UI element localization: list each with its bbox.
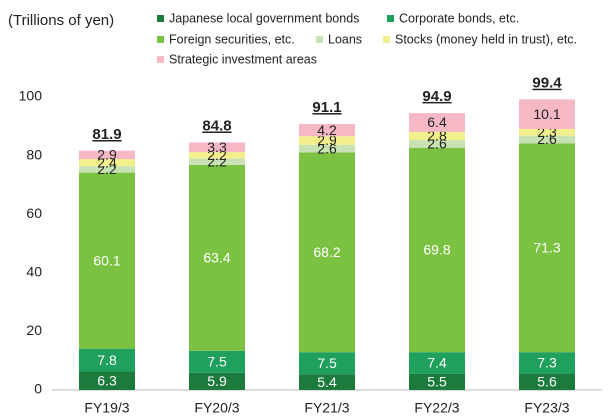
total-label: 99.4 — [532, 75, 562, 92]
legend-swatch — [157, 15, 164, 22]
bar-segment — [409, 140, 465, 148]
y-tick-label: 0 — [34, 381, 42, 397]
bar-segment — [79, 348, 135, 372]
x-tick-label: FY23/3 — [524, 400, 569, 416]
data-label: 7.5 — [317, 355, 337, 371]
bar-segment — [189, 164, 245, 351]
bar-segment — [79, 150, 135, 160]
bar-segment — [299, 352, 355, 375]
bar-segment — [299, 136, 355, 145]
data-label: 63.4 — [203, 250, 230, 266]
bar-segment — [519, 373, 575, 390]
data-label: 7.8 — [97, 352, 117, 368]
data-label: 10.1 — [533, 106, 560, 122]
total-label: 91.1 — [312, 99, 341, 116]
data-label: 6.4 — [427, 114, 447, 130]
legend-label: Foreign securities, etc. — [169, 32, 295, 46]
data-label: 4.2 — [317, 122, 337, 138]
bar-segment — [79, 159, 135, 167]
y-tick-label: 40 — [26, 264, 42, 280]
data-label: 7.4 — [427, 355, 447, 371]
bar-segment — [79, 371, 135, 390]
data-label: 7.3 — [537, 355, 557, 371]
total-label: 94.9 — [422, 88, 451, 105]
data-label: 6.3 — [97, 372, 117, 388]
bar-segment — [299, 374, 355, 390]
y-tick-label: 20 — [26, 322, 42, 338]
bar-segment — [189, 142, 245, 153]
bar-segment — [299, 152, 355, 353]
bar-segment — [519, 143, 575, 353]
x-tick-label: FY21/3 — [304, 400, 349, 416]
bar-segment — [299, 123, 355, 137]
bar-segment — [519, 99, 575, 129]
data-label: 5.6 — [537, 373, 557, 389]
bar-segment — [189, 372, 245, 390]
bar-segment — [189, 158, 245, 165]
total-label: 81.9 — [92, 126, 121, 143]
x-tick-label: FY22/3 — [414, 400, 459, 416]
data-label: 5.4 — [317, 374, 337, 390]
bar-segment — [409, 352, 465, 374]
bar-segment — [79, 172, 135, 349]
y-tick-label: 60 — [26, 205, 42, 221]
data-label: 7.5 — [207, 353, 227, 369]
bar-segment — [409, 373, 465, 390]
bar-segment — [409, 147, 465, 353]
legend-swatch — [157, 56, 164, 63]
legend-label: Corporate bonds, etc. — [399, 11, 519, 25]
bar-segment — [189, 350, 245, 373]
data-label: 60.1 — [93, 252, 120, 268]
legend-swatch — [387, 15, 394, 22]
y-axis-label: (Trillions of yen) — [8, 12, 114, 29]
legend-label: Strategic investment areas — [169, 52, 317, 66]
bar-segment — [299, 144, 355, 153]
legend-label: Japanese local government bonds — [169, 11, 359, 25]
bar-segment — [189, 152, 245, 159]
legend-swatch — [383, 36, 390, 43]
total-label: 84.8 — [202, 118, 231, 135]
y-tick-label: 80 — [26, 146, 42, 162]
legend-label: Stocks (money held in trust), etc. — [395, 32, 577, 46]
legend-swatch — [157, 36, 164, 43]
data-label: 71.3 — [533, 239, 560, 255]
data-label: 5.9 — [207, 373, 227, 389]
bar-segment — [519, 128, 575, 136]
bar-segment — [519, 352, 575, 374]
x-tick-label: FY19/3 — [84, 400, 129, 416]
legend-swatch — [316, 36, 323, 43]
legend-label: Loans — [328, 32, 362, 46]
bar-segment — [79, 166, 135, 173]
data-label: 3.3 — [207, 139, 227, 155]
x-tick-label: FY20/3 — [194, 400, 239, 416]
bar-segment — [409, 113, 465, 132]
y-tick-label: 100 — [19, 88, 43, 104]
data-label: 2.9 — [97, 147, 117, 163]
bar-segment — [409, 131, 465, 141]
bar-segment — [519, 135, 575, 144]
data-label: 5.5 — [427, 374, 447, 390]
data-label: 68.2 — [313, 244, 340, 260]
data-label: 69.8 — [423, 242, 450, 258]
